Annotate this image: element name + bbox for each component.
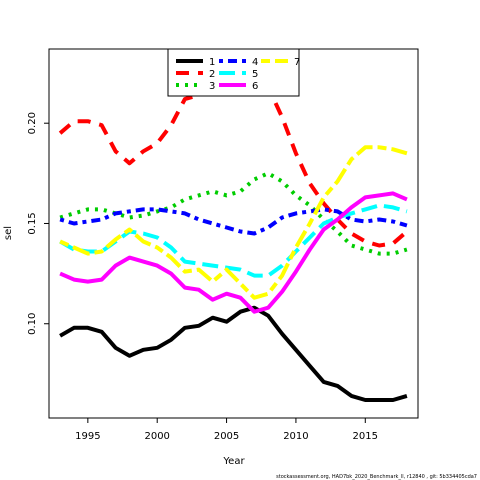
- series-line-4: [59, 207, 408, 236]
- series-line-3: [59, 171, 408, 256]
- legend-label-5: 5: [252, 69, 258, 80]
- series-line-7: [59, 145, 408, 300]
- y-tick-label: 0.20: [27, 112, 38, 134]
- series-lines: [58, 79, 409, 402]
- series-line-1: [59, 305, 408, 402]
- x-tick-label: 2010: [283, 431, 308, 442]
- series-line-6: [59, 191, 408, 314]
- legend-label-7: 7: [294, 57, 300, 68]
- legend-label-2: 2: [209, 69, 215, 80]
- y-tick-label: 0.10: [27, 313, 38, 335]
- x-tick-label: 1995: [75, 431, 100, 442]
- y-axis-title: sel: [3, 226, 14, 240]
- axes: 1995 2000 2005 2010 2015 0.10 0.15 0.20: [27, 112, 378, 442]
- plot-area: [48, 48, 419, 419]
- footer-source-text: stockassessment.org, HAD7bk_2020_Benchma…: [276, 474, 477, 480]
- legend-label-4: 4: [252, 57, 258, 68]
- x-tick-label: 2015: [353, 431, 378, 442]
- series-line-5: [59, 203, 408, 278]
- x-axis-title: Year: [222, 456, 245, 467]
- legend-label-6: 6: [252, 81, 258, 92]
- legend: 123 456 7: [167, 48, 300, 97]
- y-tick-label: 0.15: [27, 212, 38, 234]
- x-tick-label: 2000: [144, 431, 169, 442]
- x-tick-label: 2005: [214, 431, 239, 442]
- legend-label-3: 3: [209, 81, 215, 92]
- legend-label-1: 1: [209, 57, 215, 68]
